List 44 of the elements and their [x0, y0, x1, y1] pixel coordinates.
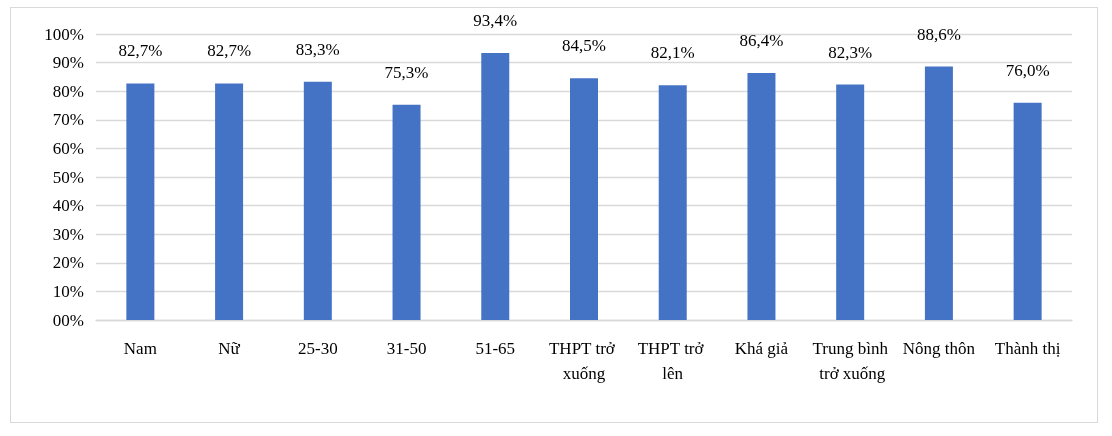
x-tick-label: 51-65 [475, 339, 516, 358]
x-tick-label: THPT trở xuống [548, 339, 620, 383]
x-tick-label: Nữ [218, 339, 241, 358]
y-tick-label: 40% [52, 196, 84, 216]
x-tick-label: Trung bình trở xuống [812, 339, 889, 383]
y-tick-label: 80% [52, 81, 84, 101]
data-label: 86,4% [739, 30, 784, 50]
data-label: 84,5% [562, 36, 606, 56]
y-tick-label: 30% [52, 224, 84, 244]
y-tick-label: 00% [52, 310, 84, 330]
data-label: 93,4% [473, 10, 518, 30]
data-label: 88,6% [916, 24, 961, 44]
bar [570, 78, 598, 320]
data-label: 82,3% [828, 42, 873, 62]
data-label: 76,0% [1005, 60, 1050, 80]
x-tick-label: THPT trở lên [637, 339, 708, 383]
bar [481, 52, 510, 320]
bar [924, 66, 953, 320]
y-tick-label: 50% [52, 167, 84, 187]
bar [658, 85, 687, 320]
data-label: 82,7% [118, 41, 163, 61]
bar [747, 72, 776, 320]
bar [1013, 102, 1042, 320]
data-label: 82,7% [207, 41, 252, 61]
y-tick-label: 100% [44, 24, 84, 44]
bar [392, 104, 421, 320]
bar [303, 81, 332, 320]
x-tick-label: Khá giả [734, 339, 789, 358]
data-label: 82,1% [650, 43, 695, 63]
y-tick-label: 70% [52, 110, 84, 130]
data-label: 83,3% [295, 39, 340, 59]
y-tick-label: 20% [52, 253, 84, 273]
bar [126, 83, 155, 320]
x-tick-label: 25-30 [297, 339, 338, 358]
bar [215, 83, 244, 320]
x-tick-label: 31-50 [386, 339, 427, 358]
x-tick-label: Nông thôn [902, 339, 976, 358]
y-tick-label: 60% [52, 138, 84, 158]
x-tick-label: Thành thị [994, 339, 1061, 358]
y-tick-label: 90% [52, 53, 84, 73]
data-label: 75,3% [384, 62, 429, 82]
bar [836, 84, 865, 320]
y-tick-label: 10% [52, 281, 84, 301]
x-tick-label: Nam [123, 339, 157, 358]
